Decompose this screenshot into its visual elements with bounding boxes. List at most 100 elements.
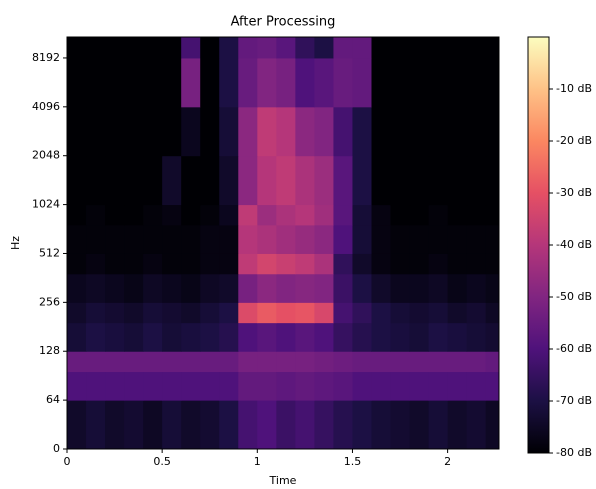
cell	[409, 204, 430, 226]
cell	[371, 37, 392, 59]
cell	[466, 106, 487, 157]
cell	[371, 106, 392, 157]
cell	[276, 106, 296, 157]
cell	[466, 224, 487, 254]
y-tick-label: 1024	[32, 198, 60, 211]
cell	[105, 155, 125, 206]
cell	[295, 351, 315, 373]
cell	[200, 37, 220, 59]
cell	[409, 37, 430, 59]
cell	[162, 155, 182, 206]
cell	[447, 371, 468, 401]
cell	[428, 273, 449, 303]
cell	[333, 155, 353, 206]
cell	[371, 204, 392, 226]
cell	[143, 155, 163, 206]
cell	[390, 106, 411, 157]
x-tick-label: 0.5	[153, 455, 171, 468]
cell	[352, 253, 372, 275]
colorbar-tick-label: -60 dB	[556, 342, 592, 355]
cell	[143, 273, 163, 303]
cell	[67, 302, 87, 324]
cell	[105, 37, 125, 59]
cell	[485, 224, 500, 254]
cell	[143, 400, 163, 450]
cell	[314, 253, 334, 275]
cell	[67, 371, 87, 401]
colorbar-tick-label: -10 dB	[556, 82, 592, 95]
cell	[67, 37, 87, 59]
cell	[447, 351, 468, 373]
cell	[181, 106, 201, 157]
cell	[200, 106, 220, 157]
cell	[276, 37, 296, 59]
cell	[314, 302, 334, 324]
cell	[162, 37, 182, 59]
cell	[466, 204, 487, 226]
cell	[219, 322, 239, 352]
cell	[466, 37, 487, 59]
cell	[219, 57, 239, 108]
cell	[428, 155, 449, 206]
cell	[143, 106, 163, 157]
cell	[257, 322, 277, 352]
cell	[219, 155, 239, 206]
cell	[447, 155, 468, 206]
cell	[238, 322, 258, 352]
cell	[124, 224, 144, 254]
cell	[333, 302, 353, 324]
cell	[485, 106, 500, 157]
cell	[86, 302, 106, 324]
cell	[428, 322, 449, 352]
cell	[219, 273, 239, 303]
cell	[485, 351, 500, 373]
cell	[390, 37, 411, 59]
cell	[428, 204, 449, 226]
cell	[333, 253, 353, 275]
cell	[86, 400, 106, 450]
cell	[219, 37, 239, 59]
cell	[466, 253, 487, 275]
cell	[352, 273, 372, 303]
cell	[162, 371, 182, 401]
cell	[428, 351, 449, 373]
cell	[390, 273, 411, 303]
cell	[352, 57, 372, 108]
cell	[352, 351, 372, 373]
cell	[428, 106, 449, 157]
cell	[181, 155, 201, 206]
cell	[447, 302, 468, 324]
colorbar-tick-label: -50 dB	[556, 290, 592, 303]
cell	[390, 351, 411, 373]
cell	[314, 106, 334, 157]
cell	[257, 37, 277, 59]
cell	[390, 322, 411, 352]
cell	[371, 253, 392, 275]
colorbar-tick-label: -20 dB	[556, 134, 592, 147]
cell	[371, 155, 392, 206]
cell	[143, 224, 163, 254]
cell	[181, 322, 201, 352]
cell	[466, 351, 487, 373]
cell	[314, 204, 334, 226]
cell	[447, 253, 468, 275]
cell	[200, 224, 220, 254]
cell	[86, 371, 106, 401]
cell	[238, 400, 258, 450]
cell	[390, 57, 411, 108]
cell	[276, 302, 296, 324]
cell	[485, 155, 500, 206]
cell	[143, 322, 163, 352]
cell	[428, 400, 449, 450]
cell	[409, 106, 430, 157]
cell	[143, 37, 163, 59]
cell	[219, 253, 239, 275]
cell	[257, 204, 277, 226]
cell	[371, 57, 392, 108]
cell	[257, 273, 277, 303]
cell	[352, 155, 372, 206]
cell	[314, 273, 334, 303]
cell	[352, 106, 372, 157]
cell	[257, 57, 277, 108]
y-tick-label: 0	[53, 442, 60, 455]
